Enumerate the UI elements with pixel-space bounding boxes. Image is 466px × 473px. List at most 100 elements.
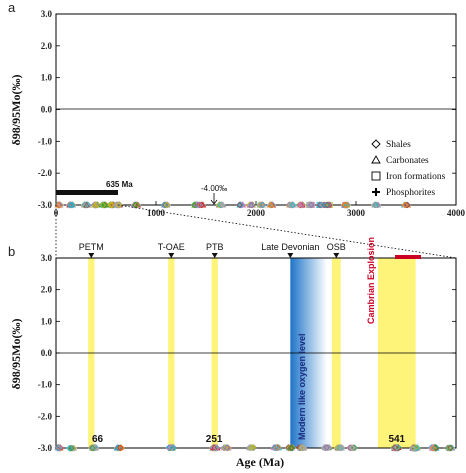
panel-a-data-point <box>248 201 255 209</box>
panel-b-data-point <box>118 444 125 452</box>
legend-plus-icon <box>372 188 380 196</box>
panel-b-y-axis-label: δ98/95Mo(‰) <box>9 319 23 390</box>
panel-b-data-point <box>68 445 75 452</box>
cambrian-marker <box>395 255 421 259</box>
panel-b-data-point <box>89 444 96 452</box>
panel-a-data-point <box>191 201 198 208</box>
panel-b-data-point <box>165 444 172 452</box>
event-marker-icon <box>168 253 175 258</box>
panel-a-data-point <box>258 201 265 209</box>
panel-b-data-point <box>168 444 175 451</box>
event-number-label: 66 <box>92 434 104 445</box>
event-label: OSB <box>327 242 346 252</box>
panel-b-data-point <box>221 444 228 452</box>
panel-a-data-point <box>287 201 295 209</box>
panel-a-data-point <box>342 201 349 209</box>
panel-a-bar-label: 635 Ma <box>106 180 133 189</box>
panel-a-data-point <box>131 201 138 209</box>
legend-iron-formations: Iron formations <box>386 171 446 182</box>
panel-a-points <box>54 201 412 209</box>
panel-a-xtick-label: 4000 <box>447 208 466 218</box>
panel-b-data-point <box>213 444 220 451</box>
panel-a-data-point <box>307 201 315 209</box>
legend-square-icon <box>371 171 381 181</box>
panel-a-label: a <box>8 0 16 15</box>
panel-b-data-point <box>346 444 354 451</box>
panel-a-data-point <box>324 201 331 209</box>
panel-a-ytick-label: -2.0 <box>38 168 53 178</box>
event-label: PETM <box>79 242 104 252</box>
panel-b-ytick-label: -3.0 <box>38 443 53 453</box>
panel-b-data-point <box>393 444 401 451</box>
panel-a-data-point <box>160 201 168 209</box>
panel-a-data-point <box>237 201 244 209</box>
panel-b: b 3.0 2.0 1.0 0.0 -1.0 -2.0 -3.0 PETM T-OAE PTB L… <box>8 237 457 469</box>
panel-b-y-ticks: 3.0 2.0 1.0 0.0 -1.0 -2.0 -3.0 <box>38 253 456 453</box>
panel-b-data-point <box>430 445 437 452</box>
event-marker-icon <box>333 253 340 258</box>
panel-a-data-point <box>162 201 169 209</box>
panel-a-data-point <box>317 201 325 209</box>
panel-b-data-point <box>391 444 399 451</box>
panel-a-bar-635 <box>56 190 118 195</box>
panel-b-data-point <box>300 444 307 451</box>
legend-shales: Shales <box>386 140 411 150</box>
panel-a-legend: Shales Carbonates Iron formations Phosph… <box>371 139 446 198</box>
panel-b-ytick-label: 2.0 <box>41 285 53 295</box>
panel-a-data-point <box>163 201 170 209</box>
panel-a-offscale-arrowhead <box>210 199 218 205</box>
panel-a-y-axis-label: δ98/95Mo(‰) <box>9 75 23 146</box>
panel-a-data-point <box>259 201 266 209</box>
panel-b-data-point <box>224 444 231 451</box>
panel-a-data-point <box>83 201 90 209</box>
panel-b-data-point <box>348 444 355 451</box>
panel-b-data-point <box>56 444 63 452</box>
panel-b-data-point <box>66 444 73 452</box>
panel-b-label: b <box>8 244 15 259</box>
panel-a-data-point <box>288 201 295 209</box>
panel-b-x-axis-label: Age (Ma) <box>236 455 284 469</box>
panel-b-data-point <box>116 444 124 451</box>
panel-a-data-point <box>55 201 62 208</box>
panel-a-data-point <box>316 201 324 209</box>
panel-a-data-point <box>289 201 297 209</box>
event-marker-icon <box>287 253 294 258</box>
panel-a-ytick-label: 3.0 <box>41 9 53 19</box>
panel-a-data-point <box>269 201 276 209</box>
panel-a-data-point <box>247 201 255 208</box>
event-number-label: 251 <box>206 434 223 445</box>
event-label: PTB <box>206 242 224 252</box>
panel-a-ytick-label: -3.0 <box>38 200 53 210</box>
panel-a-y-ticks: 3.0 2.0 1.0 0.0 -1.0 -2.0 -3.0 <box>38 9 456 210</box>
panel-a-data-point <box>101 201 108 209</box>
panel-b-event-numbers: 66 251 541 <box>92 434 406 445</box>
panel-a-ytick-label: 2.0 <box>41 41 53 51</box>
legend-carbonates: Carbonates <box>386 156 429 166</box>
panel-b-data-point <box>296 444 304 451</box>
panel-a-xtick-label: 3000 <box>347 208 366 218</box>
panel-a-data-point <box>114 201 121 209</box>
event-label: Late Devonian <box>261 242 319 252</box>
oxygen-level-label: Modern like oxygen level <box>297 333 307 440</box>
panel-a-data-point <box>404 201 411 209</box>
panel-b-data-point <box>273 444 280 451</box>
panel-a-data-point <box>403 201 411 209</box>
panel-a-data-point <box>99 201 107 209</box>
panel-a-xtick-label: 2000 <box>247 208 266 218</box>
panel-a-offscale-label: -4.00‰ <box>201 184 227 193</box>
panel-a-data-point <box>256 201 264 209</box>
panel-a-xtick-label: 1000 <box>147 208 166 218</box>
event-marker-icon <box>211 253 218 258</box>
panel-b-data-point <box>246 444 254 451</box>
panel-b-data-point <box>428 444 435 452</box>
panel-a-data-point <box>371 201 378 208</box>
cambrian-explosion-label: Cambrian Explosion <box>366 237 376 324</box>
panel-b-data-point <box>54 445 62 452</box>
panel-b-data-point <box>414 444 421 451</box>
panel-a-data-point <box>57 201 64 209</box>
panel-a-data-point <box>267 201 275 208</box>
panel-a-data-point <box>305 201 313 208</box>
panel-b-data-point <box>337 444 344 452</box>
panel-b-data-point <box>323 444 330 451</box>
